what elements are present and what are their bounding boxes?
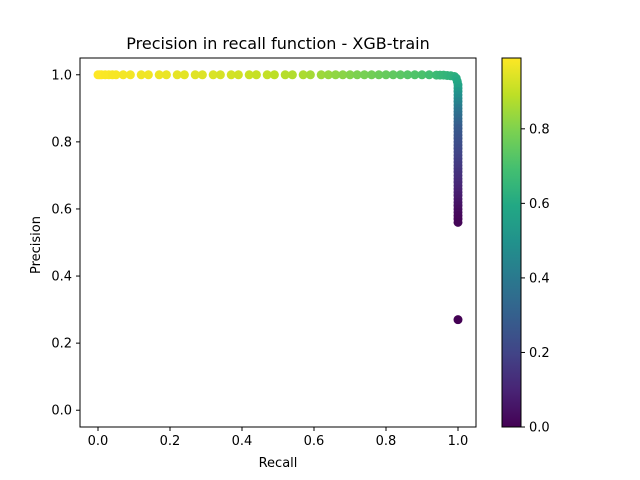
scatter-points <box>93 70 463 325</box>
plot-area <box>79 57 477 428</box>
scatter-point <box>244 70 254 80</box>
scatter-point <box>172 70 182 80</box>
scatter-point <box>395 70 405 80</box>
scatter-point <box>338 70 348 80</box>
scatter-point <box>226 70 236 80</box>
scatter-point <box>197 70 207 80</box>
colorbar-tick-label: 0.4 <box>529 271 550 286</box>
scatter-point <box>403 70 413 80</box>
scatter-point <box>417 70 427 80</box>
x-axis-ticks: 0.0 0.2 0.4 0.6 0.8 1.0 <box>88 427 469 449</box>
colorbar-tick-label: 0.0 <box>529 421 550 436</box>
x-tick-label: 1.0 <box>448 434 469 449</box>
scatter-point <box>345 70 355 80</box>
y-axis-ticks: 0.0 0.2 0.4 0.6 0.8 1.0 <box>51 68 80 419</box>
scatter-point <box>251 70 261 80</box>
scatter-point <box>190 70 200 80</box>
y-axis-label: Precision <box>29 216 44 274</box>
y-tick-label: 0.4 <box>51 270 72 285</box>
colorbar <box>501 57 522 428</box>
scatter-point <box>388 70 398 80</box>
colorbar-tick-label: 0.8 <box>529 122 550 137</box>
scatter-point <box>352 70 362 80</box>
scatter-point <box>262 70 272 80</box>
colorbar-gradient <box>501 57 522 428</box>
x-tick-label: 0.2 <box>160 434 181 449</box>
y-tick-label: 0.2 <box>51 337 72 352</box>
x-tick-label: 0.8 <box>376 434 397 449</box>
scatter-point <box>287 70 297 80</box>
y-tick-label: 0.0 <box>51 404 72 419</box>
y-tick-label: 1.0 <box>51 68 72 83</box>
colorbar-tick-label: 0.2 <box>529 346 550 361</box>
scatter-point <box>280 70 290 80</box>
scatter-point <box>233 70 243 80</box>
scatter-point <box>179 70 189 80</box>
scatter-point <box>316 70 326 80</box>
scatter-point <box>154 70 164 80</box>
colorbar-ticks: 0.0 0.2 0.4 0.6 0.8 <box>521 122 550 436</box>
y-tick-label: 0.6 <box>51 202 72 217</box>
chart-title: Precision in recall function - XGB-train <box>126 34 429 53</box>
scatter-point <box>381 70 391 80</box>
scatter-point <box>215 70 225 80</box>
colorbar-tick-label: 0.6 <box>529 197 550 212</box>
x-tick-label: 0.4 <box>232 434 253 449</box>
scatter-point <box>143 70 153 80</box>
scatter-point <box>269 70 279 80</box>
scatter-point <box>305 70 315 80</box>
y-tick-label: 0.8 <box>51 135 72 150</box>
axes-frame <box>79 57 477 428</box>
scatter-point <box>359 70 369 80</box>
x-tick-label: 0.6 <box>304 434 325 449</box>
scatter-point <box>331 70 341 80</box>
x-axis-label: Recall <box>259 456 298 471</box>
scatter-point <box>374 70 384 80</box>
x-tick-label: 0.0 <box>88 434 109 449</box>
scatter-point <box>125 70 135 80</box>
scatter-point <box>118 70 128 80</box>
scatter-point <box>453 315 463 325</box>
scatter-point <box>424 70 434 80</box>
scatter-point <box>111 70 121 80</box>
scatter-point <box>208 70 218 80</box>
scatter-point <box>410 70 420 80</box>
scatter-point <box>367 70 377 80</box>
scatter-point <box>136 70 146 80</box>
scatter-point <box>161 70 171 80</box>
scatter-point <box>453 217 463 227</box>
scatter-point <box>298 70 308 80</box>
scatter-point <box>323 70 333 80</box>
